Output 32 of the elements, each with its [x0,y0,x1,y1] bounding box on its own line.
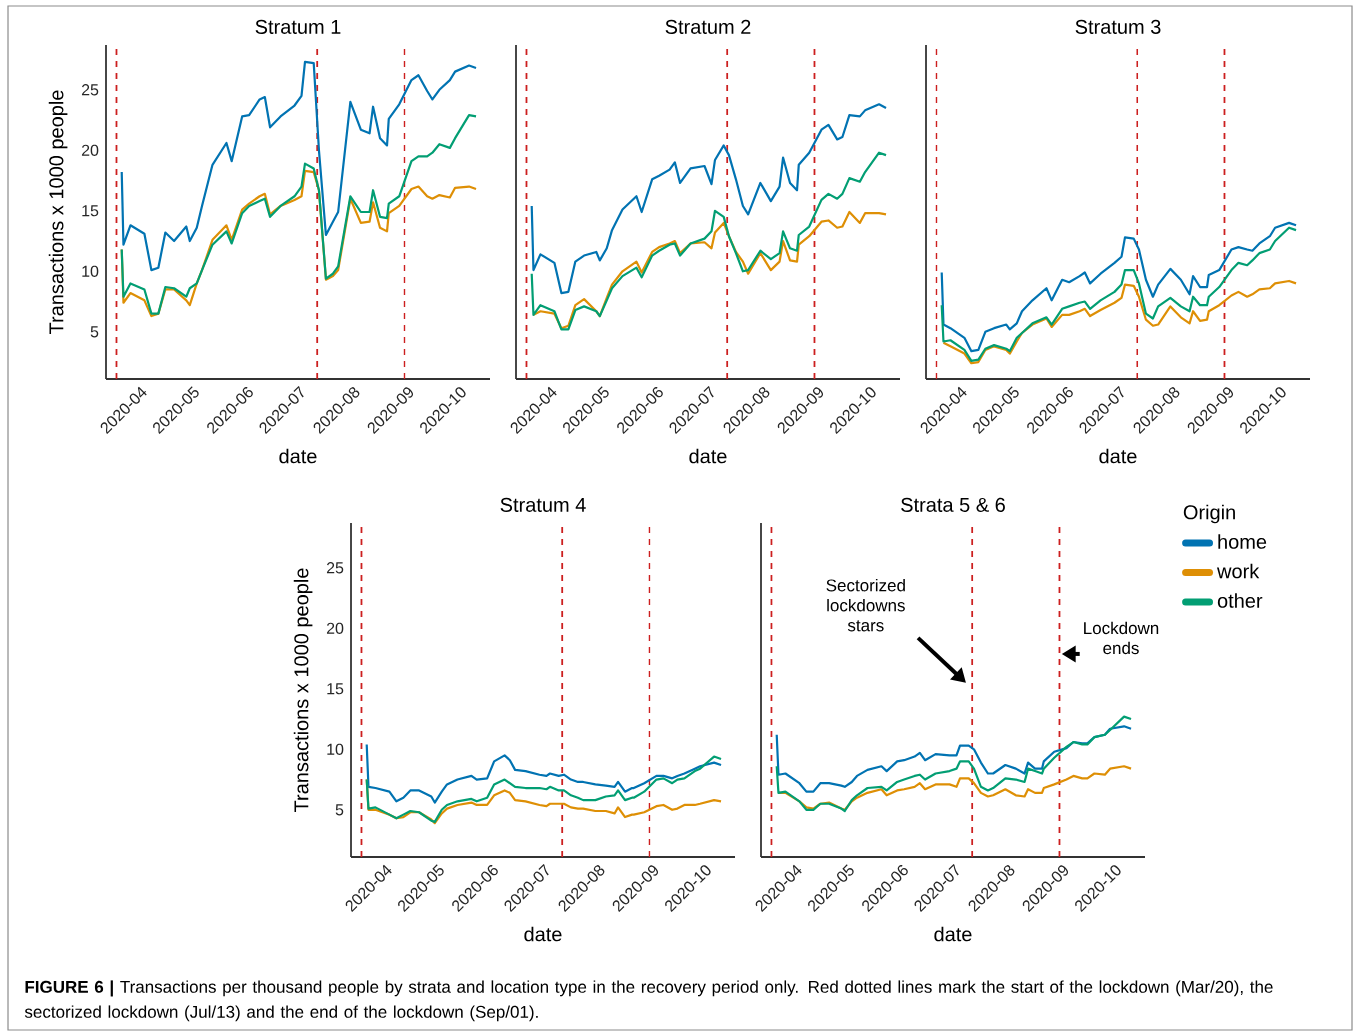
chart-title: Stratum 4 [500,497,586,512]
x-axis-title: date [279,448,317,464]
x-axis-title: date [689,448,727,464]
y-tick-label: 25 [81,84,99,96]
y-axis-title: Transactions x 1000 people [293,568,313,813]
line-series [365,743,723,804]
chart-title: Stratum 1 [255,19,341,34]
y-tick-label: 5 [90,326,99,338]
chart-title: Stratum 3 [1075,19,1161,34]
x-axis-title: date [1099,448,1137,464]
x-axis-title: date [934,926,972,942]
line-series [120,114,478,315]
annotation: Lockdown ends [1084,621,1159,655]
line-series [120,60,478,272]
y-tick-label: 10 [82,265,99,277]
y-tick-label: 10 [327,743,344,755]
legend-title: Origin [1183,504,1235,524]
legend-label: work [1216,563,1260,579]
y-tick-label: 20 [81,144,99,156]
y-axis-title: Transactions x 1000 people [48,90,68,335]
y-tick-label: 15 [82,205,99,217]
legend-label: other [1217,593,1263,608]
legend-label: home [1218,534,1267,549]
annotation: Sectorized lockdowns stars [826,578,905,632]
y-tick-label: 20 [326,622,344,634]
chart-title: Strata 5 & 6 [901,497,1005,512]
y-tick-label: 5 [335,804,344,816]
y-tick-label: 15 [327,683,344,695]
chart-title: Stratum 2 [665,19,751,34]
y-tick-label: 25 [326,562,344,574]
text: FIGURE 6 | Transactions per thousand people by strata and location type in the recovery period only. Red dotted lines mark the start of the lockdown (Mar/20), the sectorized lockdown (Jul/13) and the end of the lockdown (Sep/01). [24,980,1273,1022]
x-axis-title: date [524,926,562,942]
